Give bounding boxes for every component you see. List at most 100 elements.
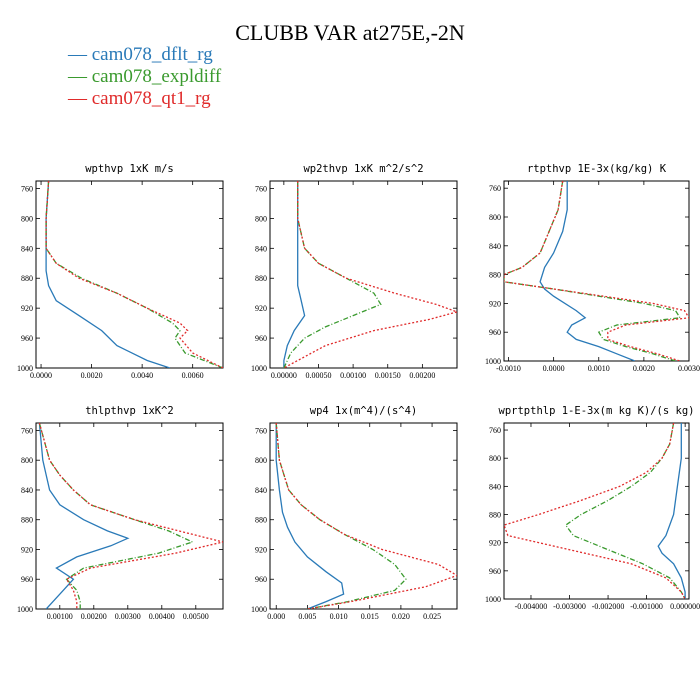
series-line-1 [283, 181, 306, 368]
series-line-3 [38, 423, 223, 609]
series-line-2 [38, 423, 195, 609]
x-tick-label: 0.0030 [678, 364, 700, 373]
y-tick-label: 1000 [485, 357, 501, 366]
series-line-3 [283, 181, 457, 368]
y-tick-label: 800 [489, 454, 501, 463]
y-tick-label: 880 [489, 511, 501, 520]
panel-3: rtpthvp 1E-3x(kg/kg) K 760 800 840 880 920 960… [485, 163, 700, 373]
y-tick-label: 840 [21, 244, 33, 253]
x-tick-label: 0.0000 [543, 364, 565, 373]
x-tick-label: -0.004000 [515, 602, 548, 611]
y-tick-label: 1000 [17, 605, 33, 614]
y-tick-label: 920 [21, 304, 33, 313]
legend-item-qt1: — cam078_qt1_rg [68, 88, 211, 109]
legend-item-expldiff: — cam078_expldiff [68, 66, 222, 87]
x-tick-label: 0.000 [267, 612, 285, 621]
legend: — cam078_dflt_rg — cam078_expldiff — cam… [68, 44, 221, 110]
x-tick-label: 0.00100 [340, 371, 366, 380]
panel-title-5: wp4 1x(m^4)/(s^4) [310, 405, 417, 417]
series-line-3 [45, 181, 223, 368]
y-tick-label: 880 [21, 274, 33, 283]
panel-2: wp2thvp 1xK m^2/s^2 760 800 840 880 920 960 100… [251, 163, 458, 380]
x-tick-label: 0.00500 [183, 612, 209, 621]
x-tick-label: 0.0040 [131, 371, 153, 380]
x-tick-label: 0.025 [423, 612, 441, 621]
x-tick-label: 0.0060 [182, 371, 204, 380]
x-tick-label: 0.000000 [670, 602, 700, 611]
y-tick-label: 880 [489, 271, 501, 280]
x-tick-label: 0.00400 [149, 612, 175, 621]
legend-label-qt1: cam078_qt1_rg [91, 88, 211, 109]
y-tick-label: 760 [21, 426, 33, 435]
x-tick-label: 0.020 [392, 612, 410, 621]
y-tick-label: 960 [21, 575, 33, 584]
x-tick-label: 0.00300 [115, 612, 141, 621]
y-tick-label: 1000 [251, 605, 267, 614]
panel-title-6: wprtpthlp 1-E-3x(m kg K)/(s kg) [499, 405, 695, 417]
y-tick-label: 960 [255, 334, 267, 343]
x-tick-label: 0.00200 [81, 612, 107, 621]
y-tick-label: 840 [255, 486, 267, 495]
series-line-2 [275, 423, 407, 609]
y-tick-label: 840 [489, 242, 501, 251]
panel-frame [35, 422, 224, 610]
x-tick-label: 0.00100 [47, 612, 73, 621]
y-tick-label: 760 [255, 426, 267, 435]
y-tick-label: 1000 [251, 364, 267, 373]
series-line-3 [275, 423, 457, 609]
x-tick-label: 0.00200 [409, 371, 435, 380]
legend-label-expldiff: cam078_expldiff [91, 66, 222, 87]
y-tick-label: 880 [255, 274, 267, 283]
y-tick-label: 800 [21, 456, 33, 465]
series-line-2 [45, 181, 223, 368]
series-line-3 [504, 423, 686, 599]
y-tick-label: 920 [489, 539, 501, 548]
x-tick-label: 0.005 [298, 612, 316, 621]
x-tick-label: 0.00150 [375, 371, 401, 380]
y-tick-label: 880 [255, 516, 267, 525]
y-tick-label: 840 [255, 244, 267, 253]
y-tick-label: 800 [489, 213, 501, 222]
series-line-2 [283, 181, 382, 368]
y-tick-label: 800 [21, 214, 33, 223]
panel-6: wprtpthlp 1-E-3x(m kg K)/(s kg) 760 800 840… [485, 405, 700, 611]
panel-title-2: wp2thvp 1xK m^2/s^2 [303, 163, 423, 175]
y-tick-label: 760 [489, 184, 501, 193]
y-tick-label: 760 [21, 184, 33, 193]
panel-frame [35, 180, 224, 369]
series-line-1 [38, 423, 130, 609]
panel-frame [503, 422, 690, 600]
panel-title-4: thlpthvp 1xK^2 [85, 405, 174, 417]
x-tick-label: 0.00000 [271, 371, 297, 380]
series-line-1 [45, 181, 171, 368]
panel-title-1: wpthvp 1xK m/s [85, 163, 174, 175]
y-tick-label: 920 [255, 304, 267, 313]
y-tick-label: 1000 [485, 595, 501, 604]
x-tick-label: 0.00050 [305, 371, 331, 380]
chart-main-title: CLUBB VAR at275E,-2N [235, 20, 465, 45]
panel-1: wpthvp 1xK m/s76080084088092096010000.00… [17, 163, 224, 380]
series-line-3 [504, 181, 689, 361]
x-tick-label: 0.0000 [30, 371, 52, 380]
x-tick-label: 0.0020 [633, 364, 655, 373]
y-tick-label: 960 [489, 567, 501, 576]
y-tick-label: 840 [489, 482, 501, 491]
y-tick-label: 800 [255, 214, 267, 223]
y-tick-label: 960 [489, 328, 501, 337]
y-tick-label: 920 [255, 545, 267, 554]
y-tick-label: 960 [21, 334, 33, 343]
x-tick-label: 0.010 [330, 612, 348, 621]
panel-5: wp4 1x(m^4)/(s^4)76080084088092096010000… [251, 405, 458, 621]
series-line-1 [539, 181, 636, 361]
y-tick-label: 760 [255, 184, 267, 193]
series-line-2 [564, 423, 686, 599]
series-line-1 [275, 423, 345, 609]
panel-4: thlpthvp 1xK^2 760 800 840 880 920 960 1000 0.00… [17, 405, 224, 621]
legend-label-dflt: cam078_dflt_rg [91, 44, 213, 65]
x-tick-label: -0.0010 [496, 364, 521, 373]
series-line-1 [657, 423, 686, 599]
x-tick-label: 0.0010 [588, 364, 610, 373]
y-tick-label: 920 [489, 299, 501, 308]
x-tick-label: -0.001000 [630, 602, 663, 611]
